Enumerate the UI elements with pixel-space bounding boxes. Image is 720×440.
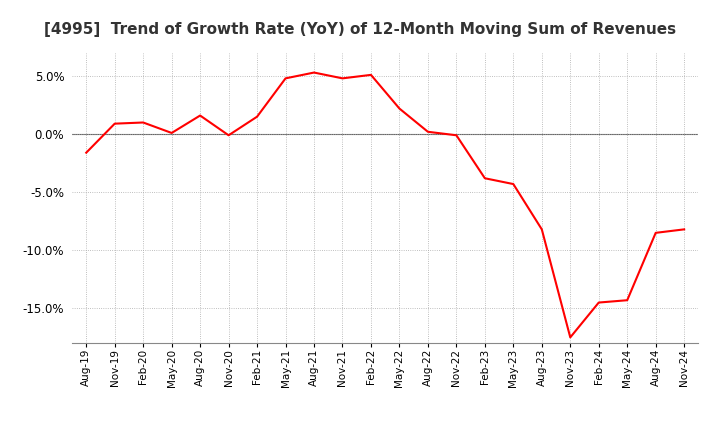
- Text: [4995]  Trend of Growth Rate (YoY) of 12-Month Moving Sum of Revenues: [4995] Trend of Growth Rate (YoY) of 12-…: [44, 22, 676, 37]
